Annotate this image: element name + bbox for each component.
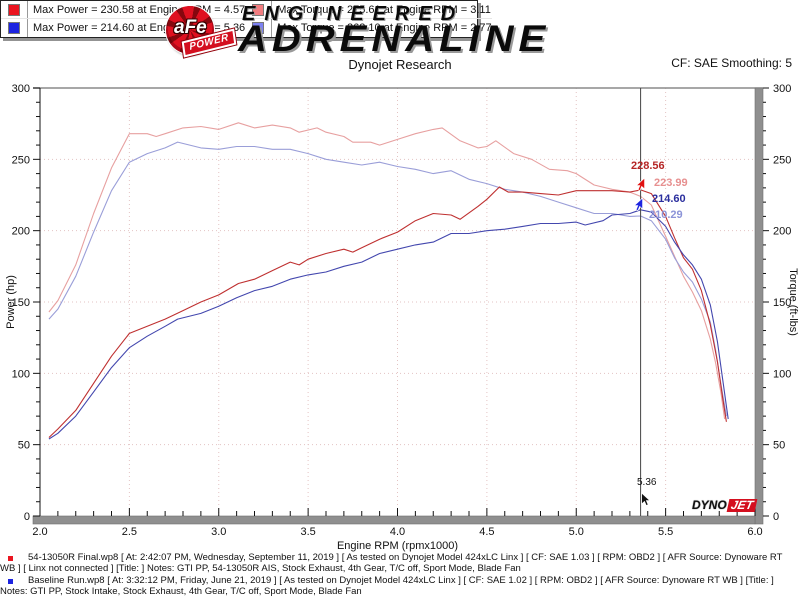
legend-label: Max Torque = 275.61 at Engine RPM = 3.11 bbox=[277, 3, 491, 16]
svg-text:200: 200 bbox=[773, 226, 791, 238]
brand-adrenaline: ADRENALINE bbox=[238, 19, 551, 60]
svg-text:5.0: 5.0 bbox=[569, 526, 584, 538]
brand-engineered: ENGINEERED bbox=[242, 3, 465, 25]
svg-text:200: 200 bbox=[12, 226, 30, 238]
svg-text:0: 0 bbox=[773, 511, 779, 523]
svg-text:50: 50 bbox=[773, 440, 785, 452]
svg-text:3.5: 3.5 bbox=[300, 526, 315, 538]
svg-text:Power (hp): Power (hp) bbox=[5, 275, 17, 329]
legend-label: Max Torque = 262.10 at Engine RPM = 2.77 bbox=[277, 22, 492, 34]
svg-text:150: 150 bbox=[12, 297, 30, 309]
svg-text:300: 300 bbox=[12, 83, 30, 95]
cursor-value-power-baseline: 214.60 bbox=[652, 193, 686, 205]
svg-text:50: 50 bbox=[18, 440, 30, 452]
run-info-baseline: Baseline Run.wp8 [ At: 3:32:12 PM, Frida… bbox=[0, 575, 796, 597]
run-info-footer: 54-13050R Final.wp8 [ At: 2:42:07 PM, We… bbox=[0, 552, 796, 599]
legend-entry-max-torque-final: Max Torque = 275.61 at Engine RPM = 3.11 bbox=[245, 1, 492, 19]
svg-text:2.0: 2.0 bbox=[32, 526, 47, 538]
smoothing-setting: CF: SAE Smoothing: 5 bbox=[671, 56, 792, 70]
svg-text:100: 100 bbox=[773, 368, 791, 380]
cursor-value-torque-final: 223.99 bbox=[654, 177, 688, 189]
run-marker-red-icon bbox=[8, 556, 13, 561]
run-marker-blue-icon bbox=[8, 579, 13, 584]
svg-text:0: 0 bbox=[24, 511, 30, 523]
svg-text:6.0: 6.0 bbox=[747, 526, 762, 538]
chart-legend: Max Power = 230.58 at Engine RPM = 4.57 … bbox=[0, 0, 492, 38]
svg-text:4.5: 4.5 bbox=[479, 526, 494, 538]
svg-text:3.0: 3.0 bbox=[211, 526, 226, 538]
run-info-text: Baseline Run.wp8 [ At: 3:32:12 PM, Frida… bbox=[0, 575, 774, 597]
legend-swatch-red-icon bbox=[8, 3, 20, 16]
svg-text:4.0: 4.0 bbox=[390, 526, 405, 538]
run-info-text: 54-13050R Final.wp8 [ At: 2:42:07 PM, We… bbox=[0, 552, 783, 574]
dynojet-logo: DYNO JET bbox=[692, 498, 758, 512]
cursor-value-torque-baseline: 210.29 bbox=[649, 209, 683, 221]
svg-text:250: 250 bbox=[773, 154, 791, 166]
svg-text:Torque (ft-lbs): Torque (ft-lbs) bbox=[787, 268, 799, 336]
legend-entry-max-torque-baseline: Max Torque = 262.10 at Engine RPM = 2.77 bbox=[245, 19, 492, 37]
legend-swatch-lightblue-icon bbox=[252, 22, 265, 34]
run-info-final: 54-13050R Final.wp8 [ At: 2:42:07 PM, We… bbox=[0, 552, 796, 574]
afe-logo-text: aFe bbox=[174, 17, 207, 38]
svg-text:100: 100 bbox=[12, 368, 30, 380]
brand-header: aFe POWER ENGINEERED ADRENALINE bbox=[166, 2, 646, 59]
svg-text:250: 250 bbox=[12, 154, 30, 166]
svg-text:Engine RPM (rpmx1000): Engine RPM (rpmx1000) bbox=[337, 540, 458, 552]
svg-text:300: 300 bbox=[773, 83, 791, 95]
legend-swatch-blue-icon bbox=[8, 22, 20, 34]
chart-title: Dynojet Research bbox=[348, 57, 452, 72]
legend-swatch-pink-icon bbox=[252, 3, 265, 16]
cursor-value-power-final: 228.56 bbox=[631, 160, 665, 172]
svg-text:150: 150 bbox=[773, 297, 791, 309]
svg-text:2.5: 2.5 bbox=[122, 526, 137, 538]
cursor-rpm-label: 5.36 bbox=[637, 477, 657, 488]
svg-text:5.5: 5.5 bbox=[658, 526, 673, 538]
